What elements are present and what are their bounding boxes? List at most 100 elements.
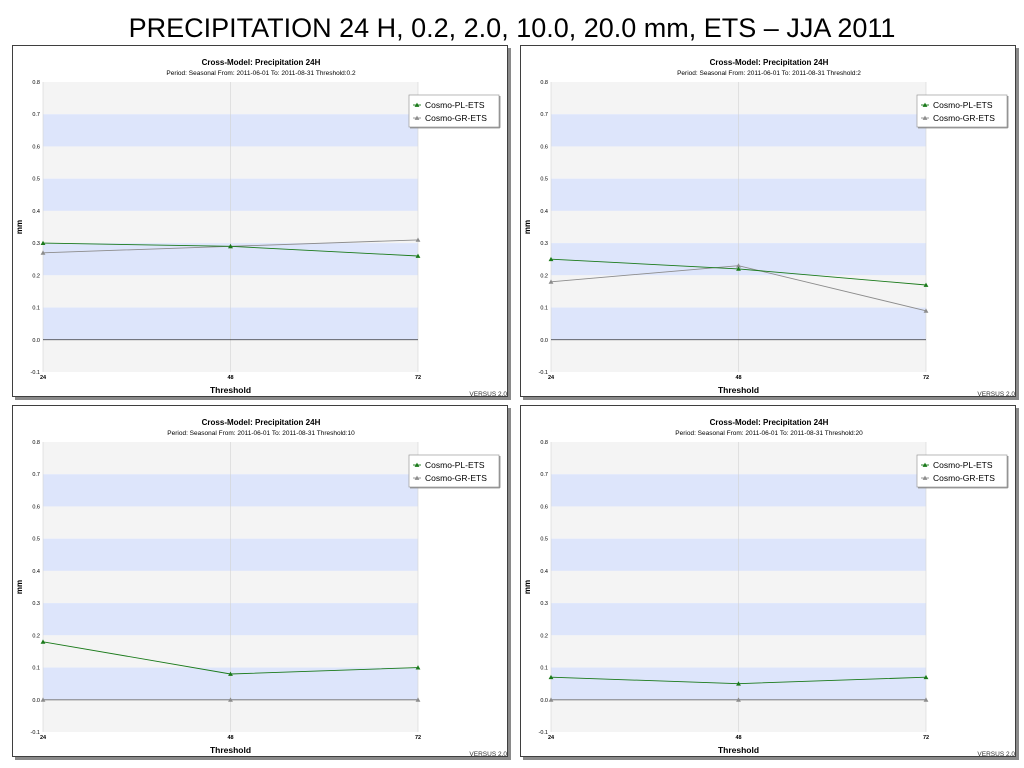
y-tick-label: -0.1 — [539, 370, 548, 376]
x-tick-label: 72 — [415, 735, 421, 741]
data-point-marker — [923, 282, 929, 287]
chart-svg: Cross-Model: Precipitation 24H Period: Se… — [15, 418, 507, 758]
y-tick-label: 0.6 — [32, 144, 40, 150]
legend-entry: Cosmo-GR-ETS — [933, 113, 995, 123]
y-tick-label: 0.8 — [32, 440, 40, 446]
x-tick-label: 48 — [735, 375, 741, 381]
legend-marker-icon — [922, 475, 928, 480]
x-tick-label: 24 — [548, 735, 555, 741]
x-tick-label: 24 — [40, 735, 47, 741]
y-tick-label: 0.4 — [32, 569, 40, 575]
x-tick-label: 24 — [40, 375, 47, 381]
y-tick-label: 0.6 — [540, 504, 548, 510]
x-tick-label: 24 — [548, 375, 555, 381]
version-label: VERSUS 2.0 — [469, 751, 507, 758]
version-label: VERSUS 2.0 — [977, 391, 1015, 398]
data-point-marker — [415, 253, 421, 258]
x-tick-label: 72 — [415, 375, 421, 381]
chart-title: Cross-Model: Precipitation 24H — [202, 58, 321, 67]
y-tick-label: 0.0 — [32, 698, 40, 704]
y-tick-label: 0.8 — [540, 80, 548, 86]
legend-marker-icon — [414, 115, 420, 120]
y-tick-label: 0.0 — [540, 338, 548, 344]
y-axis-label: mm — [15, 220, 24, 234]
chart-subtitle: Period: Seasonal From: 2011-06-01 To: 20… — [675, 430, 863, 437]
chart-title: Cross-Model: Precipitation 24H — [710, 418, 829, 427]
data-point-marker — [40, 639, 46, 644]
y-tick-label: -0.1 — [539, 730, 548, 736]
y-tick-label: 0.7 — [32, 112, 40, 118]
y-tick-label: 0.2 — [540, 273, 548, 279]
legend-box — [916, 454, 1008, 488]
data-point-marker — [736, 263, 741, 268]
data-point-marker — [228, 671, 233, 676]
data-point-marker — [548, 674, 554, 680]
legend-entry: Cosmo-PL-ETS — [425, 100, 485, 110]
legend-marker-icon — [414, 102, 420, 107]
chart-panel-threshold-10: Cross-Model: Precipitation 24H Period: Se… — [12, 405, 508, 758]
chart-svg: Cross-Model: Precipitation 24H Period: Se… — [523, 418, 1015, 758]
y-tick-label: 0.2 — [540, 633, 548, 639]
page-title: PRECIPITATION 24 H, 0.2, 2.0, 10.0, 20.0… — [128, 13, 896, 43]
y-tick-label: 0.1 — [32, 666, 40, 672]
y-axis-label: mm — [523, 580, 532, 594]
legend-marker-icon — [922, 115, 928, 120]
y-tick-label: 0.5 — [32, 177, 40, 183]
y-tick-label: 0.5 — [32, 537, 40, 543]
legend-entry: Cosmo-GR-ETS — [425, 473, 487, 483]
version-label: VERSUS 2.0 — [977, 751, 1015, 758]
x-axis-label: Threshold — [210, 745, 251, 755]
chart-title: Cross-Model: Precipitation 24H — [710, 58, 829, 67]
x-tick-label: 72 — [923, 735, 929, 741]
data-point-marker — [736, 266, 741, 271]
legend-box — [916, 94, 1008, 128]
x-axis-label: Threshold — [718, 385, 759, 395]
y-tick-label: 0.5 — [540, 537, 548, 543]
chart-panel-threshold-2: Cross-Model: Precipitation 24H Period: Se… — [520, 45, 1016, 398]
data-point-marker — [736, 697, 741, 702]
chart-subtitle: Period: Seasonal From: 2011-06-01 To: 20… — [677, 70, 861, 77]
y-axis-label: mm — [15, 580, 24, 594]
chart-panel-threshold-20: Cross-Model: Precipitation 24H Period: Se… — [520, 405, 1016, 758]
y-tick-label: 0.3 — [32, 601, 40, 607]
chart-subtitle: Period: Seasonal From: 2011-06-01 To: 20… — [166, 70, 356, 77]
y-tick-label: 0.6 — [32, 504, 40, 510]
y-tick-label: 0.6 — [540, 144, 548, 150]
x-tick-label: 48 — [227, 735, 233, 741]
legend-entry: Cosmo-PL-ETS — [425, 460, 485, 470]
y-tick-label: 0.4 — [540, 569, 548, 575]
y-tick-label: 0.3 — [540, 601, 548, 607]
y-tick-label: 0.1 — [32, 306, 40, 312]
y-tick-label: 0.8 — [32, 80, 40, 86]
legend-marker-icon — [414, 475, 420, 480]
legend-box — [408, 94, 500, 128]
data-point-marker — [415, 697, 421, 702]
legend-box — [408, 454, 500, 488]
data-point-marker — [923, 697, 929, 702]
y-tick-label: 0.8 — [540, 440, 548, 446]
y-tick-label: 0.0 — [540, 698, 548, 704]
legend-entry: Cosmo-GR-ETS — [425, 113, 487, 123]
legend-entry: Cosmo-PL-ETS — [933, 100, 993, 110]
y-axis-label: mm — [523, 220, 532, 234]
y-tick-label: 0.1 — [540, 666, 548, 672]
chart-svg: Cross-Model: Precipitation 24H Period: Se… — [523, 58, 1015, 398]
y-tick-label: 0.0 — [32, 338, 40, 344]
data-point-marker — [415, 665, 421, 670]
y-tick-label: 0.7 — [540, 472, 548, 478]
y-tick-label: 0.5 — [540, 177, 548, 183]
data-point-marker — [548, 256, 554, 262]
y-tick-label: -0.1 — [31, 730, 40, 736]
data-point-marker — [228, 243, 233, 249]
data-point-marker — [40, 697, 46, 702]
chart-panel-threshold-0-2: Cross-Model: Precipitation 24H Period: Se… — [12, 45, 508, 398]
chart-title: Cross-Model: Precipitation 24H — [202, 418, 321, 427]
y-tick-label: 0.3 — [32, 241, 40, 247]
data-point-marker — [923, 674, 929, 680]
x-axis-label: Threshold — [718, 745, 759, 755]
legend-marker-icon — [414, 462, 420, 467]
y-tick-label: 0.7 — [32, 472, 40, 478]
legend-marker-icon — [922, 102, 928, 107]
y-tick-label: 0.1 — [540, 306, 548, 312]
x-tick-label: 48 — [227, 375, 233, 381]
